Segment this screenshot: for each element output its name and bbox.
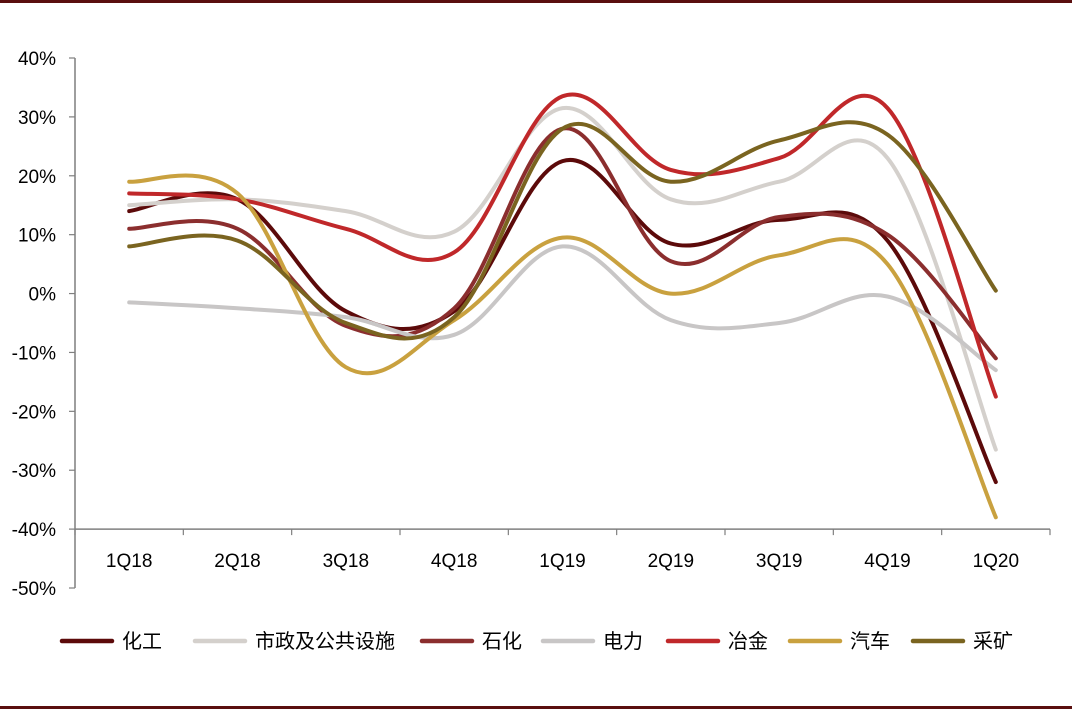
series-line-5 — [127, 92, 998, 399]
axes: 40% 30% 20% 10% 0% -10% -20% -30% -40% -50% 1Q18 2Q… — [12, 49, 1051, 600]
legend-label: 市政及公共设施 — [255, 629, 395, 653]
x-tick-label: 1Q18 — [106, 551, 152, 572]
y-tick-label: 10% — [18, 226, 56, 247]
series-line-1 — [127, 157, 998, 484]
series-lines — [127, 92, 998, 520]
y-tick-label: -50% — [12, 579, 56, 600]
y-tick-label: -40% — [12, 520, 56, 541]
legend-label: 化工 — [122, 629, 162, 653]
y-tick-label: 40% — [18, 49, 56, 70]
series-line-6 — [127, 173, 998, 520]
y-tick-label: -30% — [12, 461, 56, 482]
legend-label: 冶金 — [728, 629, 768, 653]
y-tick-label: 30% — [18, 108, 56, 129]
series-line-4 — [127, 244, 998, 373]
x-tick-label: 3Q18 — [323, 551, 369, 572]
x-tick-label: 1Q20 — [973, 551, 1019, 572]
x-tick-label: 1Q19 — [539, 551, 585, 572]
legend-label: 石化 — [482, 629, 522, 653]
x-tick-label: 4Q19 — [864, 551, 910, 572]
x-tick-label: 2Q19 — [648, 551, 694, 572]
bottom-rule — [0, 706, 1072, 709]
top-rule — [0, 0, 1072, 3]
series-line-2 — [127, 106, 998, 452]
y-tick-label: -10% — [12, 343, 56, 364]
y-tick-label: 20% — [18, 167, 56, 188]
x-tick-label: 4Q18 — [431, 551, 477, 572]
series-line-7 — [127, 120, 998, 341]
legend-label: 采矿 — [973, 629, 1013, 653]
x-tick-label: 2Q18 — [214, 551, 260, 572]
y-tick-label: 0% — [29, 285, 57, 306]
y-tick-label: -20% — [12, 402, 56, 423]
x-tick-label: 3Q19 — [756, 551, 802, 572]
legend: 化工 市政及公共设施 石化 电力 冶金 汽车 采矿 — [59, 629, 1013, 653]
legend-label: 电力 — [603, 629, 643, 653]
legend-label: 汽车 — [850, 629, 890, 653]
